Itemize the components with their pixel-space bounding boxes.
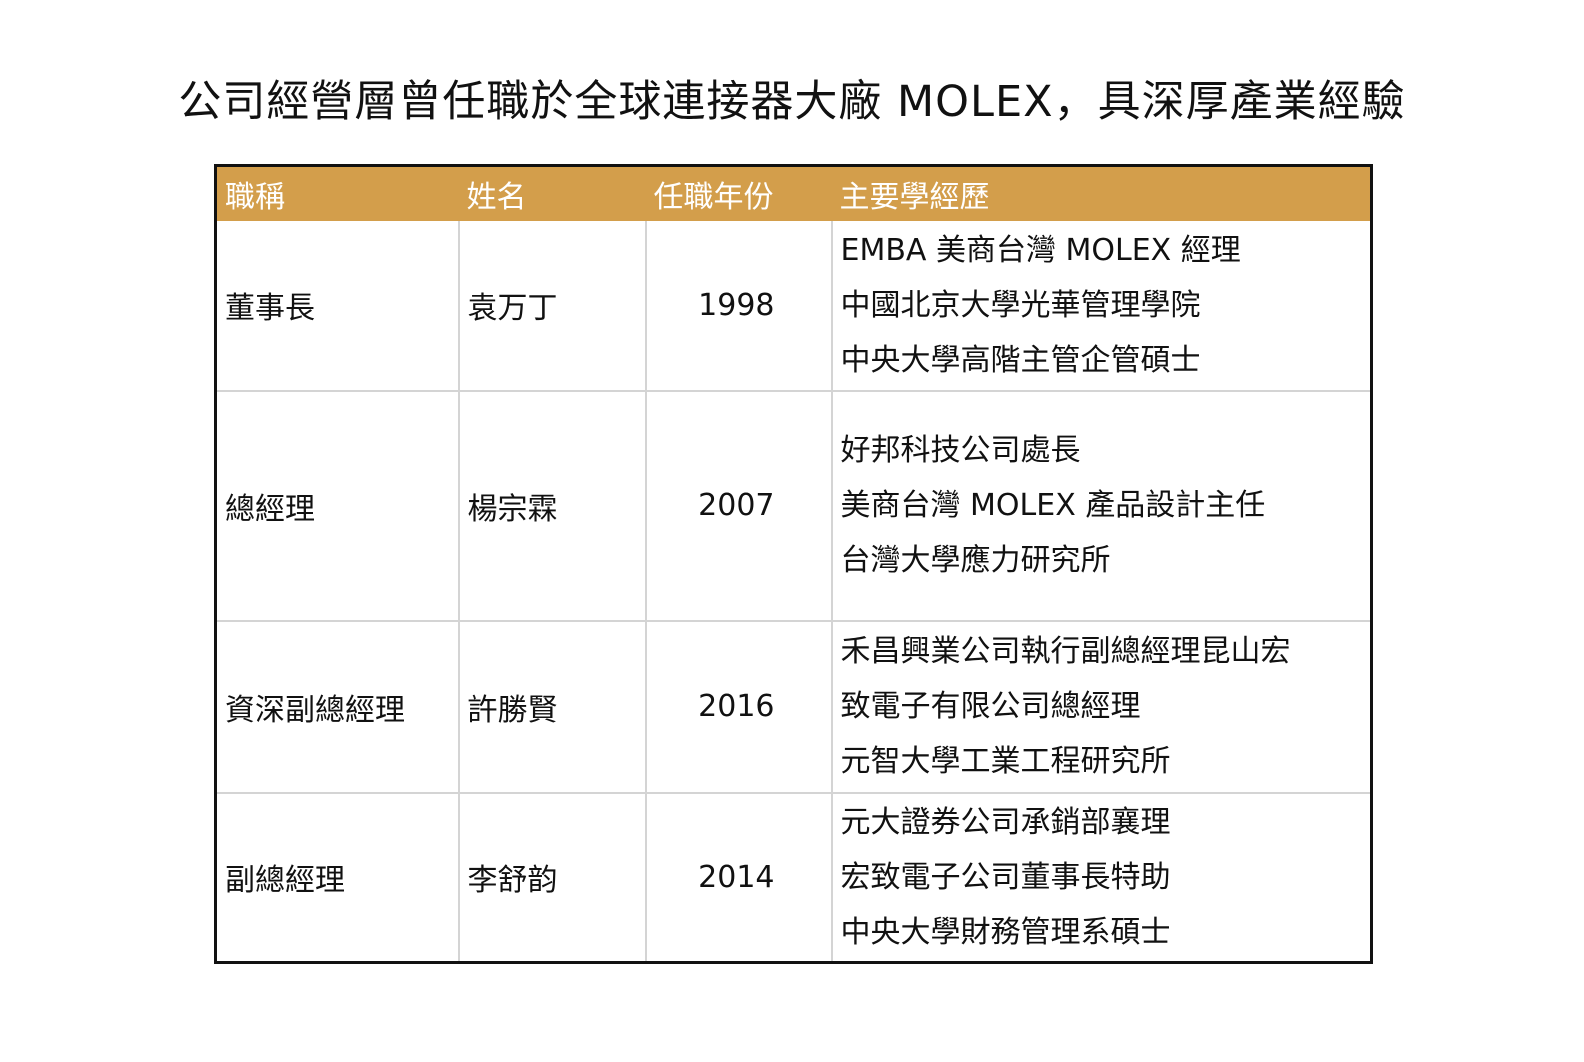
header-position: 職稱 [225,179,285,215]
cell-year: 1998 [644,220,833,392]
header-name: 姓名 [466,179,527,215]
experience-line: 元智大學工業工程研究所 [840,744,1171,779]
cell-experience: 元大證券公司承銷部襄理 宏致電子公司董事長特助 中央大學財務管理系碩士 [830,791,1372,963]
cell-name: 李舒韵 [457,791,647,963]
experience-line: 中央大學高階主管企管碩士 [840,342,1201,378]
header-year: 任職年份 [653,179,774,215]
cell-position: 資深副總經理 [215,619,460,794]
cell-experience: 好邦科技公司處長 美商台灣 MOLEX 產品設計主任 台灣大學應力研究所 [830,389,1372,622]
cell-name: 袁万丁 [457,220,647,392]
cell-year: 2014 [644,791,833,963]
experience-line: 元大證券公司承銷部襄理 [840,804,1171,840]
experience-line: 好邦科技公司處長 [840,433,1081,468]
experience-line: 致電子有限公司總經理 [840,689,1141,724]
cell-position: 董事長 [215,220,460,392]
cell-experience: EMBA 美商台灣 MOLEX 經理 中國北京大學光華管理學院 中央大學高階主管… [830,220,1372,392]
table-row: 資深副總經理 許勝賢 2016 禾昌興業公司執行副總經理昆山宏 致電子有限公司總… [215,619,1372,794]
experience-line: 禾昌興業公司執行副總經理昆山宏 [840,634,1291,669]
experience-line: 宏致電子公司董事長特助 [840,859,1171,895]
experience-line: 美商台灣 MOLEX 產品設計主任 [840,488,1266,523]
executive-table: 職稱 姓名 任職年份 主要學經歷 董事長 袁万丁 1998 EMBA 美商台灣 … [214,164,1373,964]
cell-position: 副總經理 [215,791,460,963]
table-row: 董事長 袁万丁 1998 EMBA 美商台灣 MOLEX 經理 中國北京大學光華… [215,220,1372,392]
experience-line: 台灣大學應力研究所 [840,543,1111,578]
header-experience: 主要學經歷 [839,179,990,215]
table-header-row: 職稱 姓名 任職年份 主要學經歷 [215,165,1372,221]
cell-position: 總經理 [215,389,460,622]
cell-name: 楊宗霖 [457,389,647,622]
page-title: 公司經營層曾任職於全球連接器大廠 MOLEX，具深厚產業經驗 [178,77,1406,127]
experience-line: 中國北京大學光華管理學院 [840,287,1201,323]
experience-line: EMBA 美商台灣 MOLEX 經理 [840,232,1241,268]
cell-year: 2007 [644,389,833,622]
cell-name: 許勝賢 [457,619,647,794]
cell-year: 2016 [644,619,833,794]
experience-line: 中央大學財務管理系碩士 [840,914,1171,950]
table-row: 總經理 楊宗霖 2007 好邦科技公司處長 美商台灣 MOLEX 產品設計主任 … [215,389,1372,622]
table-row: 副總經理 李舒韵 2014 元大證券公司承銷部襄理 宏致電子公司董事長特助 中央… [215,791,1372,963]
cell-experience: 禾昌興業公司執行副總經理昆山宏 致電子有限公司總經理 元智大學工業工程研究所 [830,619,1372,794]
